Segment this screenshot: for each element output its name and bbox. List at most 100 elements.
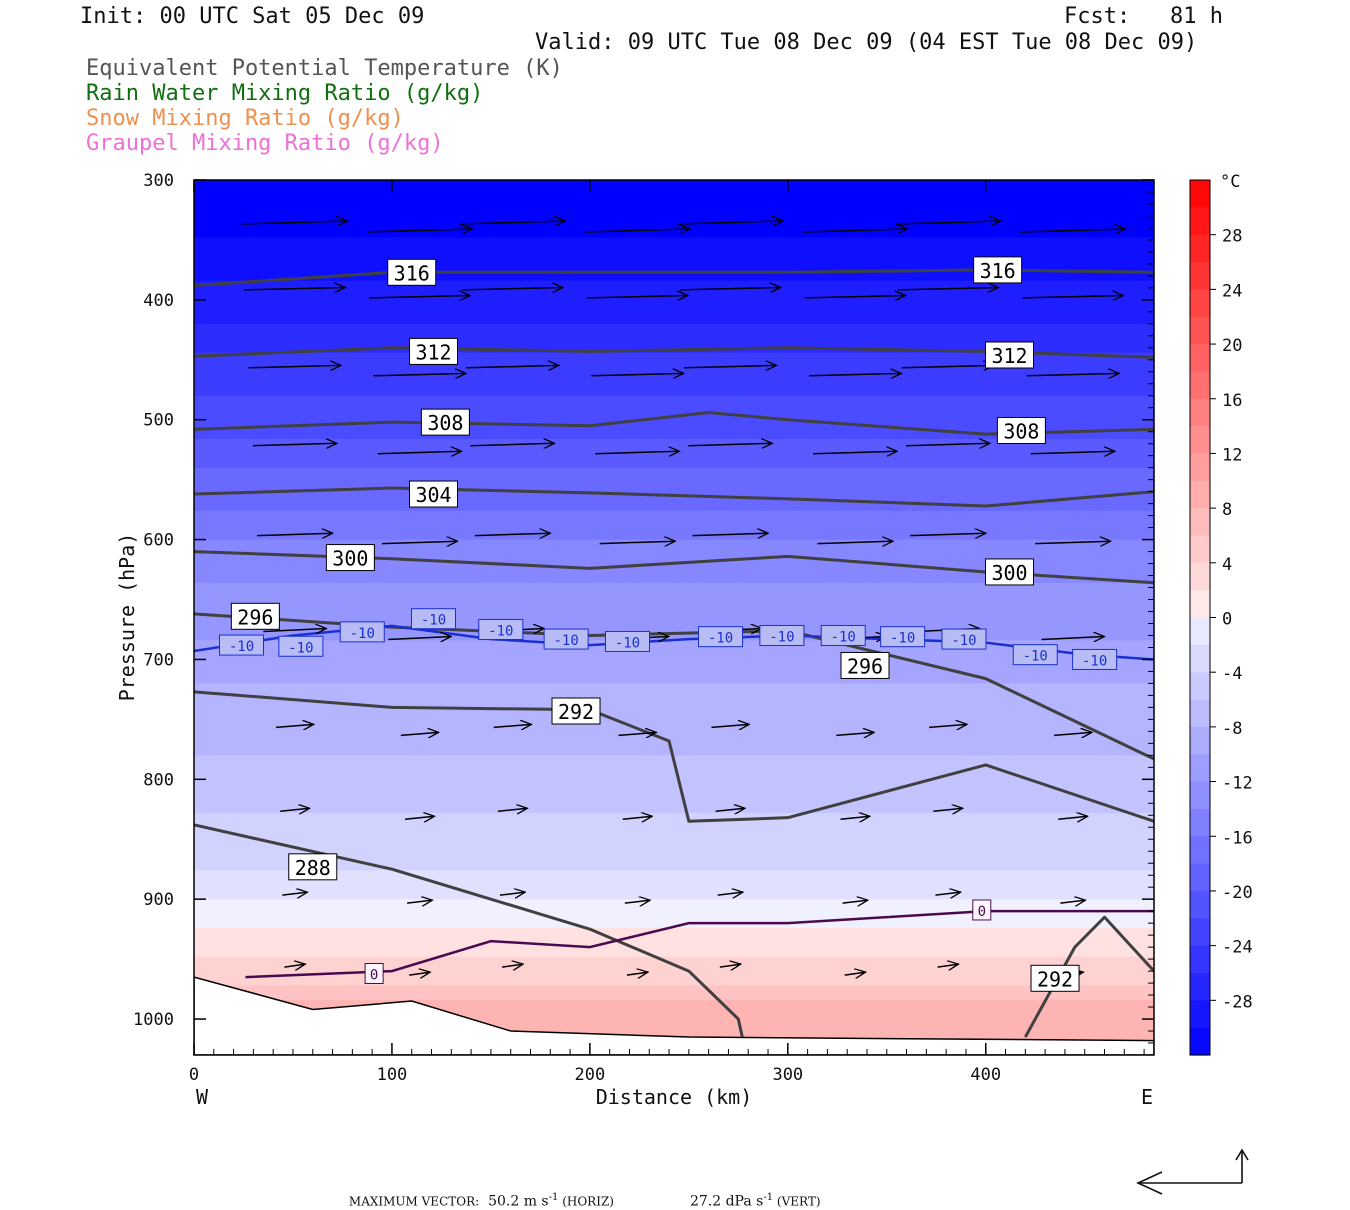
temperature-label-text: -10 [890,631,915,647]
init-time: Init: 00 UTC Sat 05 Dec 09 [80,4,425,29]
theta-e-label-text: 304 [415,483,451,507]
wind-vector [684,365,776,367]
colorbar-step [1190,672,1210,701]
wind-vector [248,365,341,367]
colorbar-tick-label: -28 [1222,992,1253,1012]
colorbar-tick-label: -16 [1222,828,1253,848]
theta-e-contour-288 [194,823,744,1038]
colorbar-step [1190,316,1210,345]
colorbar-step [1190,371,1210,400]
colorbar-tick-label: -20 [1222,883,1253,903]
wind-vector [499,892,525,895]
terrain [194,976,1154,1055]
wind-vector [813,451,897,453]
shading-band [194,985,1154,1001]
colorbar-step [1190,207,1210,236]
shading-band [194,927,1154,944]
wind-vector [1041,636,1104,639]
x-tick-label: 0 [189,1065,199,1085]
shading-band [194,683,1154,699]
legend-item-theta-e: Equivalent Potential Temperature (K) [86,56,563,81]
wind-vector [1058,816,1087,819]
theta-e-label-text: 296 [237,605,273,629]
shading-band [194,856,1154,872]
wind-vector [367,229,472,232]
colorbar-tick-label: 4 [1222,555,1232,575]
x-tick-label: 100 [377,1065,408,1085]
theta-e-label: 296 [840,651,890,679]
colorbar-step [1190,426,1210,455]
shading-band [194,366,1154,383]
shading-band [194,726,1154,742]
wind-vector [937,964,959,967]
temperature-label-text: -10 [488,623,513,639]
wind-vector [388,636,451,639]
wind-vector [591,373,683,375]
legend-item-snow: Snow Mixing Ratio (g/kg) [86,106,404,131]
west-label: W [196,1085,209,1109]
colorbar-tick-label: 16 [1222,391,1242,411]
wind-vector [275,724,314,727]
wind-vector [474,533,551,535]
shading-band [194,582,1154,599]
theta-e-label: 300 [985,558,1035,586]
wind-vector [280,808,309,811]
theta-e-label-text: 312 [415,340,451,364]
shading-band [194,510,1154,527]
temperature-label-text: -10 [350,626,375,642]
shading-band [194,194,1154,210]
shading-band [194,784,1154,800]
colorbar-tick-label: 0 [1222,610,1232,630]
shading-band [194,884,1154,901]
wind-vector [624,900,650,903]
colorbar-step [1190,1027,1210,1056]
wind-vector [284,964,305,967]
max-vector-note: MAXIMUM VECTOR: 50.2 m s-1 (HORIZ) 27.2 d… [340,1176,821,1210]
wind-vector [460,221,565,224]
temperature-label-text: -10 [229,639,254,655]
wind-vector [599,541,676,543]
contour-labels: 316 316 312 312 308 308 304 300 300 296 296 292 288 2… [219,256,1118,992]
temperature-label-text: -10 [288,640,313,656]
forecast-hour: Fcst: 81 h [1064,4,1223,29]
wind-vector [910,533,986,535]
theta-e-label-text: 296 [847,654,883,678]
temperature-label: -10 [604,630,650,652]
vert-value: 27.2 dPa s [689,1193,764,1210]
wind-vector [802,229,908,232]
colorbar-step [1190,289,1210,318]
wind-vector [895,221,1001,224]
colorbar-tick-label: -12 [1222,774,1253,794]
wind-vector [897,287,999,289]
wind-vector [373,373,466,375]
theta-e-label: 312 [409,337,459,365]
legend-item-rain: Rain Water Mixing Ratio (g/kg) [86,81,484,106]
axes: 0 100 200 300 400 300 400 500 600 700 800 900 1000 [133,171,1155,1085]
y-tick-label: 700 [143,650,174,670]
shading-band [194,841,1154,858]
theta-e-label: 308 [996,417,1046,445]
shading-band [194,697,1154,714]
colorbar-step [1190,480,1210,509]
theta-e-label-text: 288 [295,856,331,880]
temperature-label: -10 [219,634,265,656]
colorbar-tick-label: -8 [1222,719,1242,739]
wind-vector [842,900,868,903]
colorbar-step [1190,180,1210,208]
plot-frame [193,179,1155,1056]
shading-band [194,568,1154,584]
wind-vector [935,892,960,895]
wind-vector [400,732,439,735]
theta-e-label: 304 [409,480,459,508]
wind-vector [409,972,430,975]
shading-band [194,740,1154,757]
colorbar-step [1190,1000,1210,1029]
colorbar-step [1190,726,1210,755]
colorbar-step [1190,535,1210,564]
colorbar-tick-label: 8 [1222,500,1232,520]
shading-band [194,539,1154,555]
shading-band [194,712,1154,728]
temperature-label-text: -10 [421,613,446,629]
temperature-label: -10 [759,624,805,646]
wind-vector [1030,451,1115,453]
